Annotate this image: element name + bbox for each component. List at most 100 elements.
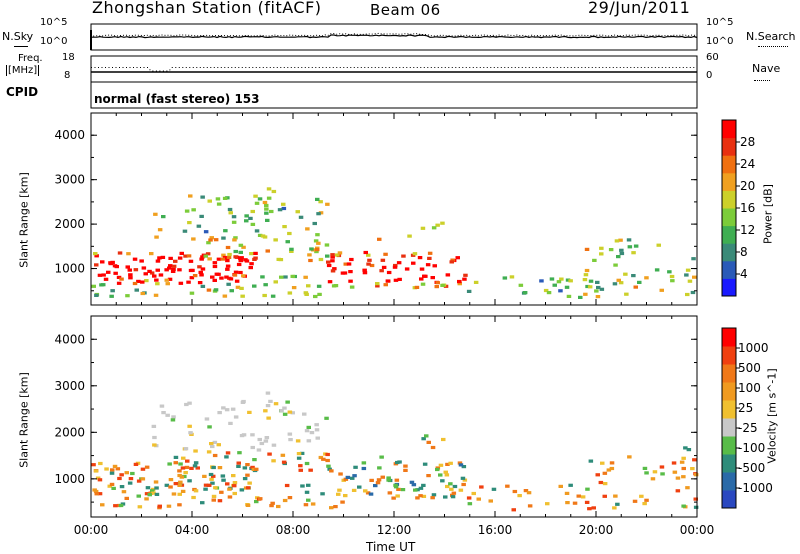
data-cell bbox=[659, 465, 665, 469]
data-cell bbox=[210, 481, 215, 485]
data-cell bbox=[209, 442, 214, 446]
data-cell bbox=[125, 294, 130, 298]
data-cell bbox=[633, 244, 639, 248]
freq-tick-bottom: 8 bbox=[64, 70, 71, 81]
data-cell bbox=[177, 492, 182, 496]
power-colorbar-label: Power [dB] bbox=[761, 184, 775, 244]
data-cell bbox=[119, 473, 124, 477]
data-cell bbox=[99, 283, 104, 287]
data-cell bbox=[461, 465, 467, 469]
data-cell bbox=[284, 483, 290, 488]
data-cell bbox=[681, 475, 686, 479]
data-cell bbox=[376, 478, 382, 482]
data-cell bbox=[231, 474, 236, 478]
data-cell bbox=[349, 285, 355, 289]
data-cell bbox=[325, 458, 330, 463]
data-cell bbox=[128, 477, 134, 481]
data-cell bbox=[210, 444, 215, 449]
data-cell bbox=[153, 212, 158, 216]
nave-legend-line bbox=[754, 80, 770, 81]
data-cell bbox=[361, 461, 367, 465]
data-cell bbox=[414, 285, 420, 289]
data-cell bbox=[94, 263, 99, 267]
data-cell bbox=[380, 475, 385, 479]
data-cell bbox=[177, 503, 182, 507]
data-cell bbox=[263, 439, 269, 443]
data-cell bbox=[613, 263, 618, 267]
data-cell bbox=[595, 280, 600, 284]
data-cell bbox=[568, 483, 573, 487]
data-cell bbox=[266, 416, 271, 420]
data-cell bbox=[211, 498, 216, 502]
nsky-tick-bottom: 10^0 bbox=[40, 36, 68, 47]
data-cell bbox=[309, 431, 315, 435]
data-cell bbox=[236, 461, 241, 465]
data-cell bbox=[660, 472, 665, 476]
data-cell bbox=[380, 258, 386, 262]
data-cell bbox=[203, 487, 208, 491]
data-cell bbox=[149, 271, 155, 275]
data-cell bbox=[149, 252, 154, 256]
data-cell bbox=[189, 432, 194, 436]
data-cell bbox=[282, 412, 288, 416]
data-cell bbox=[568, 279, 573, 283]
data-cell bbox=[304, 461, 310, 466]
y-tick-label: 1000 bbox=[54, 472, 85, 486]
data-cell bbox=[232, 484, 237, 488]
data-cell bbox=[303, 291, 309, 295]
data-cell bbox=[396, 487, 401, 491]
data-cell bbox=[271, 443, 277, 447]
data-cell bbox=[588, 279, 594, 283]
data-cell bbox=[627, 245, 633, 249]
data-cell bbox=[652, 470, 658, 474]
data-cell bbox=[315, 436, 320, 440]
data-cell bbox=[145, 486, 151, 490]
data-cell bbox=[246, 486, 251, 490]
data-cell bbox=[366, 262, 371, 266]
data-cell bbox=[340, 271, 346, 275]
data-cell bbox=[395, 460, 400, 465]
data-cell bbox=[282, 498, 288, 503]
plot-area bbox=[91, 113, 697, 305]
data-cell bbox=[467, 502, 473, 506]
data-cell bbox=[95, 476, 101, 480]
data-cell bbox=[121, 490, 127, 494]
data-cell bbox=[330, 259, 335, 263]
data-cell bbox=[687, 279, 693, 283]
data-cell bbox=[240, 400, 246, 404]
y-tick-label: 2000 bbox=[54, 425, 85, 439]
data-cell bbox=[584, 268, 590, 273]
data-cell bbox=[418, 494, 423, 498]
data-cell bbox=[430, 496, 435, 500]
colorbar-segment bbox=[722, 172, 736, 191]
data-cell bbox=[598, 480, 604, 485]
data-cell bbox=[332, 267, 337, 271]
data-cell bbox=[291, 286, 297, 290]
data-cell bbox=[564, 285, 570, 289]
data-cell bbox=[155, 282, 160, 286]
data-cell bbox=[249, 252, 254, 256]
data-cell bbox=[182, 229, 188, 233]
data-cell bbox=[582, 278, 588, 282]
data-cell bbox=[306, 483, 311, 487]
data-cell bbox=[596, 285, 601, 290]
nsky-series bbox=[90, 32, 698, 39]
data-cell bbox=[443, 495, 448, 499]
data-cell bbox=[346, 262, 352, 266]
data-cell bbox=[545, 502, 550, 506]
data-cell bbox=[669, 274, 675, 279]
data-cell bbox=[184, 209, 190, 213]
freq-series bbox=[91, 67, 697, 73]
data-cell bbox=[244, 214, 249, 218]
data-cell bbox=[324, 243, 330, 247]
data-cell bbox=[152, 435, 157, 440]
data-cell bbox=[232, 273, 238, 277]
data-cell bbox=[212, 264, 218, 269]
data-cell bbox=[265, 404, 271, 408]
data-cell bbox=[462, 277, 467, 281]
colorbar-segment bbox=[722, 155, 736, 174]
data-cell bbox=[619, 248, 624, 252]
data-cell bbox=[238, 250, 243, 254]
data-cell bbox=[448, 482, 453, 486]
nave-tick-top: 60 bbox=[706, 52, 719, 63]
